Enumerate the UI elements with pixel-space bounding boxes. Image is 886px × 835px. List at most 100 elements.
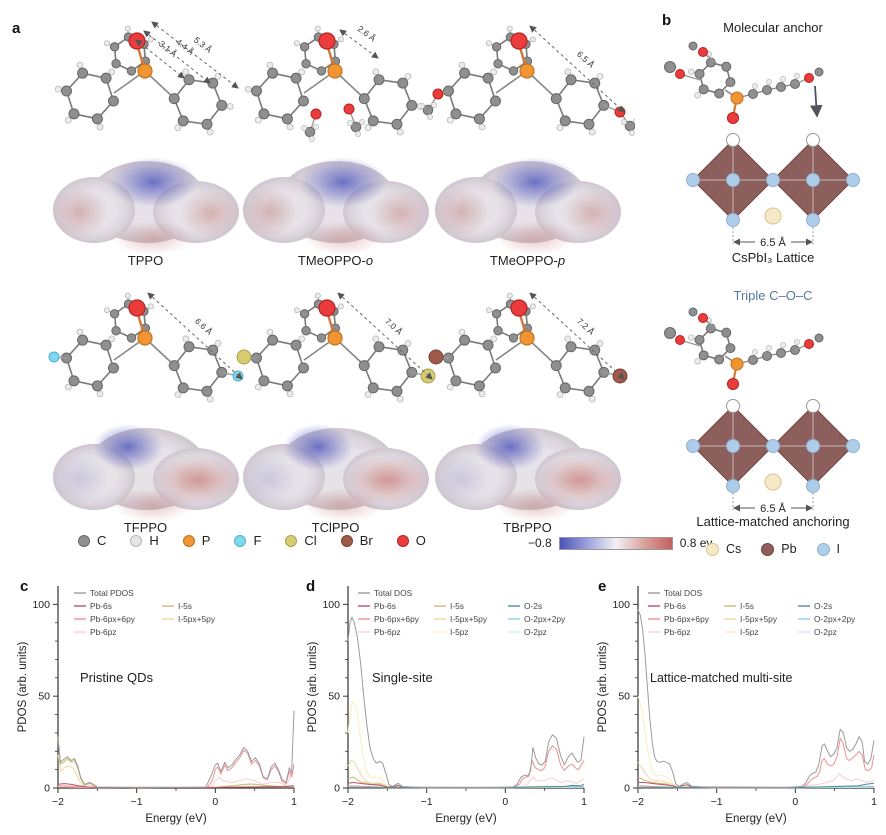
site-legend-item: Pb: [761, 542, 797, 556]
atom-legend-item: P: [182, 533, 210, 548]
esp-lobe: [240, 187, 297, 237]
y-axis-label: PDOS (arb. units): [17, 641, 29, 732]
lattice-distance-label: 6.5 Å: [760, 236, 786, 249]
molecule-structure: 7.2 Å: [428, 292, 628, 403]
x-tick-label: 0: [792, 796, 798, 808]
y-axis-label: PDOS (arb. units): [307, 641, 319, 732]
plot-area: −2 −1 0 1 0 50 100 PDOS (arb. units) Energy (eV)…: [17, 586, 297, 825]
anchor-molecule-model: [664, 41, 824, 125]
legend-label: I-5s: [450, 601, 464, 611]
x-axis-label: Energy (eV): [435, 813, 497, 825]
pdos-plot: −2 −1 0 1 0 50 100 PDOS (arb. units) Energy (eV)…: [307, 586, 587, 825]
atom-symbol: Cl: [304, 533, 317, 548]
atom-symbol: O: [415, 533, 426, 548]
ball-and-stick-model: 3.1 Å4.4 Å5.3 Å: [54, 21, 239, 136]
molecule-figure: 7.2 Å TBrPPO: [420, 281, 635, 535]
pbi-octahedra-lattice: 6.5 Å: [686, 399, 860, 515]
esp-lobe: [432, 454, 489, 504]
y-tick-label: 50: [618, 691, 630, 703]
esp-lobe: [50, 454, 107, 504]
molecule-structure: 7.0 Å: [236, 292, 436, 403]
legend-label: Total DOS: [374, 588, 413, 598]
x-tick-label: 1: [291, 796, 297, 808]
series-pb-6s: [57, 783, 295, 788]
esp-lobe: [112, 488, 193, 522]
molecule-figure: 6.6 Å TFPPO: [38, 281, 253, 535]
pdos-chart-d: −2 −1 0 1 0 50 100 PDOS (arb. units) Energy (eV)…: [302, 580, 592, 834]
h-atom-icon: [130, 534, 143, 547]
atom-legend-item: H: [130, 533, 159, 548]
pdos-plot: −2 −1 0 1 0 50 100 PDOS (arb. units) Energy (eV)…: [17, 586, 297, 825]
legend-label: Pb-6pz: [90, 627, 117, 637]
esp-lobe: [432, 187, 489, 237]
c-atom-icon: [78, 534, 90, 547]
atom-symbol: Br: [359, 533, 373, 548]
esp-lobe: [302, 221, 383, 255]
esp-surface: [50, 157, 241, 255]
colorbar-gradient: [558, 536, 673, 550]
legend-label: Total DOS: [664, 588, 703, 598]
legend-label: I-5px+5py: [740, 614, 778, 624]
triple-coc-label: Triple C–O–C: [733, 288, 813, 303]
f-atom-icon: [234, 534, 247, 547]
o-atom-icon: [396, 534, 409, 547]
panel-label-e: e: [598, 578, 607, 595]
atom-legend-item: F: [234, 533, 261, 548]
cl-atom-icon: [285, 534, 298, 547]
distance-annotation: 6.5 Å: [575, 49, 597, 70]
anchor-arrow-icon: [809, 85, 823, 118]
esp-lobe: [370, 189, 431, 237]
atom-legend-item: Cl: [285, 533, 317, 548]
panel-b: Molecular anchor 6.5 Å CsPbI₃ Lattice Tr…: [660, 0, 886, 572]
molecule-structure: 6.6 Å: [48, 292, 244, 403]
x-tick-label: −2: [52, 796, 64, 808]
legend-label: I-5px+5py: [450, 614, 488, 624]
y-tick-label: 100: [32, 599, 50, 611]
pb-site-icon: [761, 542, 775, 556]
y-tick-label: 50: [38, 691, 50, 703]
atom-color-legend: C H P F Cl Br O: [78, 533, 426, 548]
pdos-plot: −2 −1 0 1 0 50 100 PDOS (arb. units) Energy (eV)…: [597, 586, 877, 825]
cspbi3-lattice-bottom: 6.5 Å: [663, 396, 883, 529]
x-tick-label: −2: [632, 796, 644, 808]
i-site-icon: [816, 542, 830, 556]
x-tick-label: −1: [131, 796, 143, 808]
esp-lobe: [494, 488, 575, 522]
esp-lobe: [154, 456, 241, 504]
x-tick-label: −1: [711, 796, 723, 808]
x-tick-label: −2: [342, 796, 354, 808]
ball-and-stick-model: 7.0 Å: [236, 292, 436, 403]
legend-label: Pb-6s: [90, 601, 112, 611]
legend-label: Pb-6px+6py: [90, 614, 136, 624]
series-pb-6px-6py: [637, 737, 875, 788]
x-tick-label: −1: [421, 796, 433, 808]
legend-label: I-5pz: [450, 627, 469, 637]
pbi-octahedra-lattice: 6.5 Å: [686, 133, 860, 249]
lattice-matched-label: Lattice-matched anchoring: [696, 514, 850, 529]
esp-lobe: [490, 157, 579, 207]
lattice-diagram: 6.5 Å: [686, 133, 860, 249]
pdos-chart-e: −2 −1 0 1 0 50 100 PDOS (arb. units) Energy (eV)…: [592, 580, 882, 834]
chart-annotation: Lattice-matched multi-site: [650, 671, 792, 685]
colorbar-max-label: 0.8 ev: [679, 536, 713, 550]
y-axis-label: PDOS (arb. units): [597, 641, 609, 732]
series-pb-6pz: [57, 771, 295, 789]
x-tick-label: 1: [871, 796, 877, 808]
atom-symbol: C: [97, 533, 107, 548]
legend-label: I-5pz: [740, 627, 759, 637]
molecule-figure: 6.5 Å TMeOPPO-p: [419, 14, 639, 268]
distance-annotation: 4.4 Å: [174, 37, 196, 57]
legend-label: O-2pz: [524, 627, 547, 637]
legend-label: Total PDOS: [90, 588, 134, 598]
atom-legend-item: Br: [340, 533, 373, 548]
molecule-figure: 2.6 Å TMeOPPO-o: [228, 14, 443, 268]
ball-and-stick-model: 6.5 Å: [419, 25, 639, 136]
site-legend-item: I: [816, 542, 840, 556]
molecule-figure: 7.0 Å TClPPO: [228, 281, 443, 535]
atom-symbol: H: [149, 533, 159, 548]
y-tick-label: 100: [322, 599, 340, 611]
molecule-structure: 6.5 Å: [419, 25, 639, 136]
esp-lobe: [50, 187, 107, 237]
esp-surface: [240, 424, 431, 522]
